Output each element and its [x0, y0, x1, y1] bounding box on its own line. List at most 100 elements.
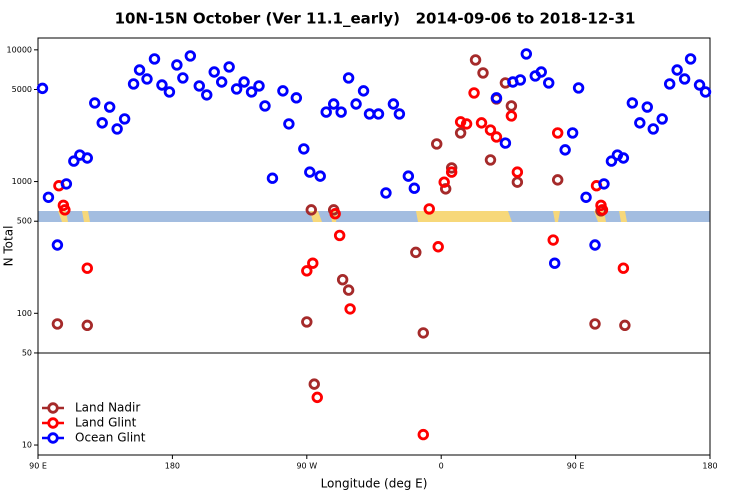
x-axis-label: Longitude (deg E)	[321, 477, 428, 491]
point	[357, 85, 370, 97]
point	[266, 172, 279, 184]
y-axis-label: N Total	[2, 226, 16, 267]
point	[342, 284, 355, 296]
point	[699, 86, 712, 98]
point	[417, 428, 429, 441]
point	[163, 86, 176, 98]
point	[619, 319, 631, 332]
point	[484, 124, 497, 136]
y-tick-label: 10	[22, 441, 32, 450]
point	[148, 53, 161, 65]
legend-marker	[47, 417, 59, 429]
point	[81, 262, 93, 274]
legend-label: Land Glint	[75, 416, 137, 430]
point	[372, 108, 385, 120]
point	[559, 144, 571, 156]
point	[342, 72, 355, 84]
point	[589, 239, 601, 251]
point	[171, 59, 183, 71]
point	[156, 79, 168, 91]
point	[684, 53, 697, 65]
point	[127, 78, 140, 90]
point	[671, 64, 683, 76]
point	[238, 76, 250, 88]
point	[336, 273, 349, 286]
point	[617, 152, 630, 164]
point	[641, 101, 653, 113]
point	[438, 176, 450, 188]
point	[596, 204, 609, 216]
legend-marker	[47, 432, 59, 444]
ocean-strip	[38, 211, 710, 222]
point	[626, 97, 639, 109]
y-tick-label: 100	[17, 309, 32, 318]
point	[320, 106, 332, 118]
point	[314, 170, 326, 182]
legend-label: Land Nadir	[75, 401, 140, 415]
point	[693, 79, 706, 91]
point	[647, 123, 659, 135]
legend-label: Ocean Glint	[75, 431, 146, 445]
point	[499, 137, 512, 149]
point	[51, 239, 64, 251]
point	[535, 66, 547, 78]
point	[580, 191, 592, 203]
x-tick-label: 0	[439, 462, 444, 471]
point	[350, 98, 362, 110]
point	[215, 76, 228, 88]
legend-marker	[47, 402, 59, 414]
point	[432, 241, 444, 253]
point	[81, 152, 93, 164]
point	[445, 162, 458, 174]
point	[417, 327, 429, 339]
point	[408, 182, 421, 194]
point	[60, 178, 73, 190]
point	[298, 143, 310, 155]
land-patches	[58, 211, 627, 222]
map-strip	[38, 211, 710, 222]
x-tick-label: 90 E	[29, 462, 47, 471]
point	[304, 166, 316, 178]
y-tick-label: 50	[22, 348, 32, 357]
point	[308, 378, 320, 390]
point	[184, 50, 197, 62]
point	[566, 127, 579, 139]
point	[572, 82, 585, 94]
point	[551, 174, 564, 186]
chart-title: 10N-15N October (Ver 11.1_early) 2014-09…	[115, 10, 636, 28]
point	[259, 100, 271, 112]
x-tick-label: 180	[165, 462, 180, 471]
point	[468, 87, 480, 99]
point	[490, 92, 503, 104]
point	[678, 73, 691, 85]
point	[514, 74, 527, 86]
point	[193, 80, 205, 92]
y-tick-label: 5000	[12, 85, 32, 94]
point	[505, 100, 518, 112]
point	[301, 316, 313, 328]
point	[81, 319, 93, 332]
point	[208, 66, 220, 78]
point	[431, 138, 443, 150]
point	[333, 229, 346, 242]
point	[344, 303, 356, 315]
point	[511, 166, 524, 178]
point	[423, 203, 435, 215]
point	[520, 48, 533, 60]
point	[89, 97, 101, 109]
point	[363, 108, 376, 120]
point	[439, 183, 452, 195]
y-tick-label: 1000	[12, 177, 32, 186]
point	[460, 118, 473, 130]
point	[393, 108, 406, 120]
point	[311, 391, 323, 404]
point	[663, 78, 676, 90]
point	[454, 127, 467, 139]
point	[36, 82, 49, 95]
point	[551, 127, 564, 139]
point	[111, 123, 123, 135]
point	[307, 257, 319, 269]
point	[201, 89, 213, 101]
